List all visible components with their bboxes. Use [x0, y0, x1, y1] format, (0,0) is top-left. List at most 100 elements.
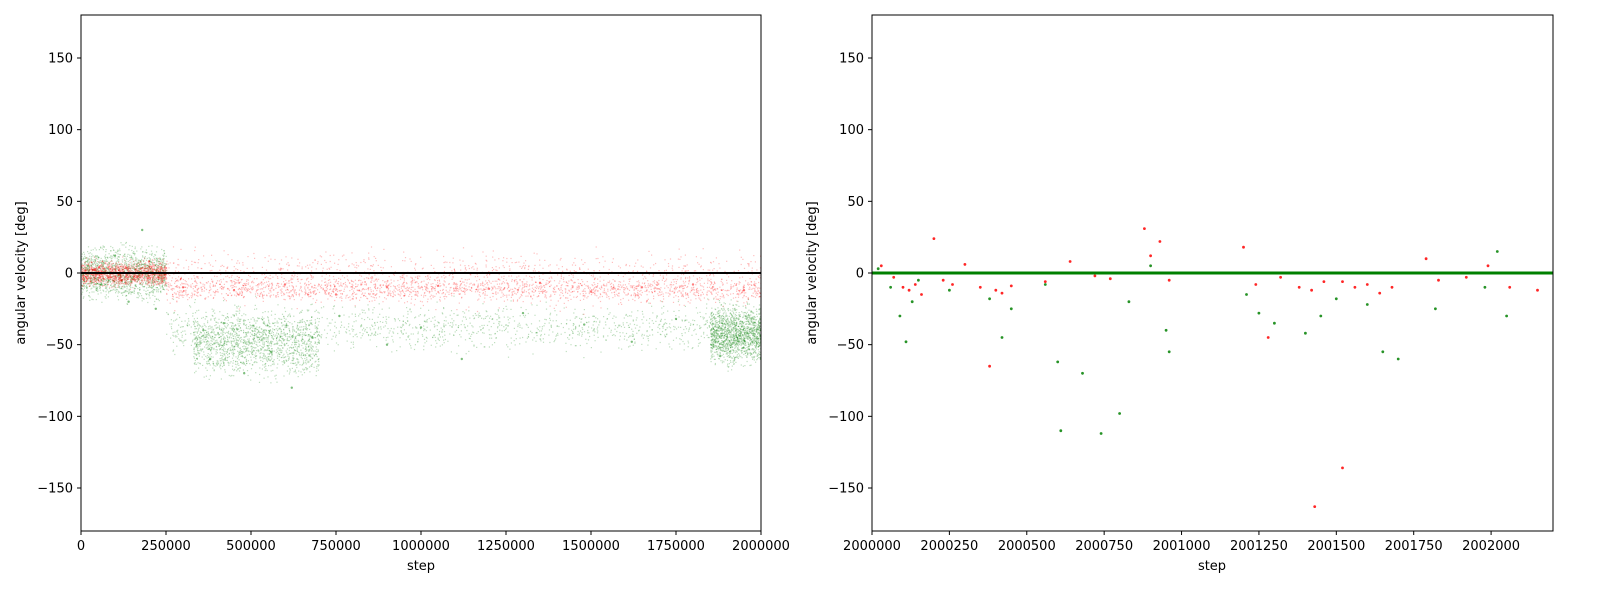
right-series-1-point [1378, 291, 1382, 295]
right-series-0-point [910, 300, 914, 304]
left-x-tick-label: 750000 [311, 539, 361, 554]
left-x-tick-label: 1250000 [477, 539, 535, 554]
right-series-0-point [1304, 331, 1307, 335]
right-plot-area [872, 227, 1553, 508]
right-x-tick-label: 2000000 [843, 539, 901, 554]
right-series-1-point [1341, 280, 1344, 283]
left-series-0-point [311, 336, 314, 339]
right-series-1-point [907, 288, 911, 292]
right-series-0-point [1099, 432, 1103, 435]
left-series-0-point [141, 228, 144, 232]
right-series-0-point [904, 340, 908, 344]
left-y-tick-label: −50 [46, 338, 73, 353]
right-series-0-point [1081, 371, 1084, 375]
left-series-0-point [154, 307, 157, 310]
left-series-1-point [283, 283, 287, 286]
left-series-0-band-2 [166, 295, 761, 359]
right-x-axis: 2000000 2000250 2000500 2000750 2001000 20012… [843, 531, 1520, 554]
left-series-0-point [460, 357, 463, 361]
right-series-0-point [1273, 321, 1276, 325]
right-x-tick-label: 2000750 [1075, 539, 1133, 554]
left-series-1-point [589, 290, 593, 293]
right-series-1-point [1313, 505, 1317, 508]
right-series-1-point [1254, 283, 1258, 286]
left-series-0-point [719, 354, 722, 358]
left-series-1-point [640, 286, 644, 289]
right-series-0-point [1505, 314, 1508, 318]
left-series-0-point [209, 357, 212, 361]
right-series-1-point [1536, 288, 1539, 292]
right-series-0-point [1245, 293, 1248, 296]
right-x-tick-label: 2001000 [1153, 539, 1211, 554]
right-x-tick-label: 2001500 [1307, 539, 1365, 554]
left-series-0-point [630, 340, 633, 343]
right-series-1-point [1167, 278, 1171, 282]
right-series-1-point [994, 288, 998, 292]
left-series-0-point [521, 311, 525, 315]
right-series-0-point [1056, 360, 1060, 364]
left-x-tick-label: 1500000 [562, 539, 620, 554]
right-series-0-point [1396, 357, 1400, 361]
left-series-0-point [100, 283, 103, 286]
left-series-1-point [538, 281, 542, 285]
left-x-tick-label: 500000 [226, 539, 276, 554]
right-series-0-point [1434, 307, 1437, 311]
right-series-0-point [1000, 336, 1004, 339]
left-series-0-band-1 [193, 307, 321, 384]
left-y-tick-label: 50 [56, 195, 73, 210]
left-x-axis-label: step [407, 559, 435, 574]
right-series-0-point [1167, 350, 1171, 354]
left-series-0-point [674, 317, 678, 321]
right-series-0-point [1059, 429, 1063, 433]
right-series-1-point [932, 237, 936, 241]
right-series-1-point [913, 283, 917, 286]
left-series-0-point [113, 254, 117, 257]
left-plot: 0 250000 500000 750000 1000000 1250000 1500000… [14, 14, 790, 574]
right-y-axis-label: angular velocity [deg] [805, 201, 820, 344]
left-y-axis-label: angular velocity [deg] [14, 201, 29, 344]
right-series-0-point [1257, 311, 1261, 315]
left-x-tick-label: 0 [77, 539, 85, 554]
right-series-1-point [1279, 275, 1282, 279]
right-series-0-point [988, 297, 991, 301]
right-plot: 2000000 2000250 2000500 2000750 2001000 20012… [805, 14, 1554, 574]
left-series-1-band-1 [166, 246, 761, 315]
left-y-tick-label: −100 [37, 410, 73, 425]
right-series-0-point [1381, 350, 1385, 354]
right-x-tick-label: 2000250 [920, 539, 978, 554]
left-series-1-point [232, 289, 236, 292]
right-series-0-point [1009, 307, 1013, 311]
right-series-1-point [978, 285, 982, 289]
right-series-1-point [1322, 280, 1326, 283]
right-series-1-point [1353, 285, 1357, 289]
right-series-1-point [1508, 285, 1512, 289]
right-series-1-point [1242, 245, 1245, 249]
right-series-0-point [889, 285, 892, 289]
left-x-tick-label: 250000 [141, 539, 191, 554]
right-series-0-point [917, 278, 920, 282]
right-series-0-point [876, 267, 880, 271]
right-series-0-point [1483, 285, 1487, 289]
right-series-0-point [948, 288, 951, 292]
right-series-1-point [1464, 275, 1468, 279]
right-series-0-point [898, 314, 902, 318]
right-y-tick-label: 50 [847, 195, 864, 210]
left-x-tick-label: 2000000 [732, 539, 790, 554]
left-series-0-point [419, 326, 423, 329]
left-plot-area [81, 228, 761, 389]
left-series-1-point [487, 287, 491, 290]
left-series-0-point [583, 323, 586, 326]
right-series-1-point [1009, 284, 1013, 288]
left-series-0-point [385, 343, 389, 346]
left-y-tick-label: −150 [37, 482, 73, 497]
left-x-axis: 0 250000 500000 750000 1000000 1250000 1500000… [77, 531, 790, 554]
right-series-1-point [1341, 466, 1344, 470]
left-y-axis: −150 −100 −50 0 50 100 150 [37, 52, 81, 497]
right-x-tick-label: 2000500 [998, 539, 1056, 554]
right-series-1-point [951, 283, 954, 286]
right-series-0-point [1127, 300, 1131, 304]
left-y-tick-label: 0 [65, 267, 73, 282]
right-x-axis-label: step [1198, 559, 1226, 574]
right-series-1-point [1437, 278, 1440, 282]
